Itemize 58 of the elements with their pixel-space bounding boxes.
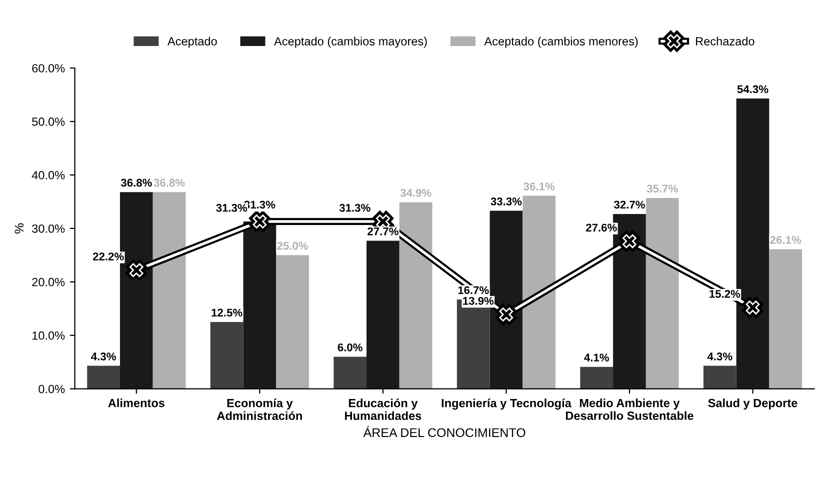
- data-label: 4.1%: [584, 354, 609, 362]
- data-label: 31.3%: [339, 204, 370, 212]
- bar: [580, 366, 614, 389]
- bar: [243, 221, 276, 389]
- data-label: 34.9%: [400, 188, 432, 197]
- y-tick-label: 20.0%: [32, 278, 65, 286]
- bar: [522, 196, 556, 389]
- data-label: 32.7%: [614, 200, 645, 209]
- point: [250, 212, 270, 232]
- bar: [210, 322, 244, 389]
- data-label: 36.8%: [154, 178, 185, 187]
- data-label: 12.5%: [212, 308, 242, 317]
- point: [126, 260, 146, 280]
- x-tick-label: Economía y Administración: [217, 398, 302, 420]
- x-tick-label: Salud y Deporte: [708, 398, 798, 410]
- y-axis-title: %: [14, 223, 24, 234]
- y-tick-label: 40.0%: [32, 170, 65, 180]
- point: [743, 298, 762, 318]
- legend-label: Rechazado: [696, 36, 754, 46]
- data-label: 22.2%: [92, 252, 124, 260]
- bar: [646, 198, 679, 389]
- x-axis-title: ÁREA DEL CONOCIMIENTO: [363, 426, 526, 438]
- data-label: 4.3%: [91, 352, 116, 360]
- data-label: 54.3%: [737, 85, 768, 94]
- bar: [769, 249, 802, 389]
- bar: [399, 202, 432, 389]
- x-tick-label: Educación y Humanidades: [345, 398, 422, 420]
- x-tick-label: Alimentos: [108, 398, 164, 408]
- point: [620, 232, 640, 251]
- y-tick-label: 60.0%: [32, 64, 65, 72]
- x-tick-label: Ingeniería y Tecnología: [442, 398, 572, 410]
- legend-label: Aceptado (cambios menores): [484, 36, 638, 48]
- bar: [87, 366, 120, 389]
- data-label: 36.1%: [524, 182, 555, 190]
- data-label: 6.0%: [338, 343, 362, 352]
- y-tick-label: 10.0%: [32, 331, 65, 340]
- data-label: 35.7%: [646, 184, 678, 193]
- bar: [334, 356, 367, 389]
- data-label: 16.7%: [458, 286, 489, 294]
- data-label: 25.0%: [277, 242, 308, 250]
- data-label: 36.8%: [120, 178, 152, 187]
- bar: [703, 366, 736, 389]
- bar: [366, 240, 400, 389]
- data-label: 4.3%: [707, 352, 732, 360]
- data-label: 33.3%: [490, 198, 522, 206]
- y-tick-label: 30.0%: [32, 224, 65, 233]
- legend-label: Aceptado: [167, 36, 217, 48]
- point: [496, 304, 516, 324]
- data-label: 13.9%: [463, 296, 494, 305]
- legend-label: Aceptado (cambios mayores): [274, 36, 427, 48]
- bar: [276, 255, 309, 389]
- y-tick-label: 50.0%: [32, 118, 65, 126]
- bar: [152, 192, 186, 389]
- data-label: 27.7%: [368, 227, 398, 236]
- data-label: 27.6%: [586, 224, 617, 232]
- y-tick-label: 0.0%: [38, 384, 65, 394]
- data-label: 26.1%: [770, 236, 802, 244]
- data-label: 15.2%: [710, 290, 740, 298]
